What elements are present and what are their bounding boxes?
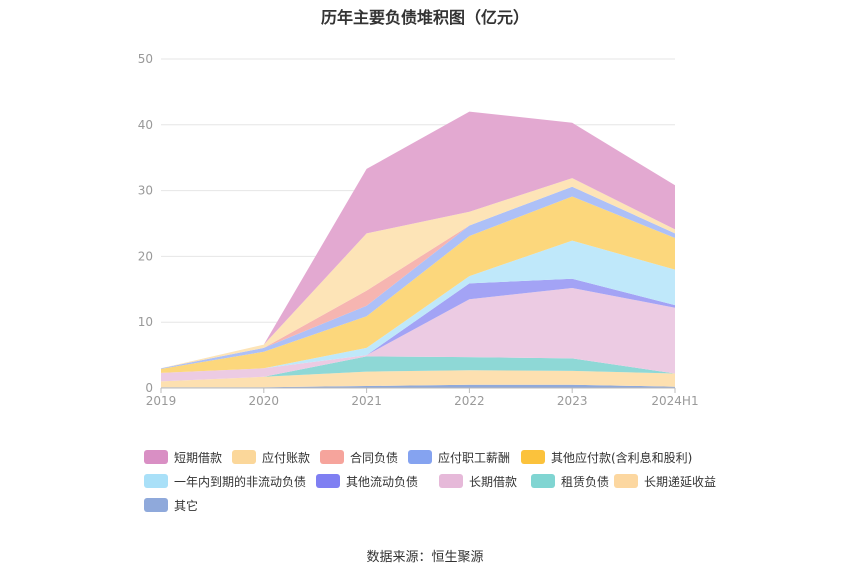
x-tick-label: 2021	[351, 394, 382, 408]
legend-swatch	[531, 474, 555, 488]
area-series-0	[161, 384, 675, 388]
legend-item[interactable]: 长期借款	[439, 473, 517, 489]
legend-label: 应付账款	[262, 450, 311, 465]
area-series-10	[161, 111, 675, 369]
x-tick-label: 2022	[454, 394, 485, 408]
area-series-1	[161, 370, 675, 388]
legend-label: 其他应付款(含利息和股利)	[551, 450, 693, 465]
legend-item[interactable]: 长期递延收益	[614, 473, 716, 489]
legend-item[interactable]: 应付账款	[232, 449, 310, 465]
legend-swatch	[144, 450, 168, 464]
area-series-5	[161, 240, 675, 373]
x-tick-label: 2019	[146, 394, 177, 408]
area-series-6	[161, 196, 675, 373]
legend-swatch	[408, 450, 432, 464]
stacked-area-chart: 0 10 20 30 40 50 2019 2020 2021 2022 2023 2024H1	[138, 52, 699, 408]
legend-label: 一年内到期的非流动负债	[174, 474, 307, 489]
y-tick-label: 10	[138, 315, 153, 329]
legend-item[interactable]: 短期借款	[144, 449, 222, 465]
area-series-2	[161, 356, 675, 382]
y-tick-label: 20	[138, 249, 153, 263]
area-series-9	[161, 178, 675, 369]
legend-item[interactable]: 应付职工薪酬	[408, 449, 510, 465]
legend-item[interactable]: 其他流动负债	[316, 473, 418, 489]
legend-label: 租赁负债	[561, 474, 610, 489]
legend-item[interactable]: 合同负债	[320, 449, 398, 465]
legend-swatch	[144, 474, 168, 488]
legend-swatch	[521, 450, 545, 464]
legend-swatch	[144, 498, 168, 512]
legend-item[interactable]: 其他应付款(含利息和股利)	[521, 449, 692, 465]
legend-item[interactable]: 其它	[144, 497, 198, 513]
legend-label: 长期递延收益	[644, 474, 717, 489]
area-series-4	[161, 278, 675, 373]
area-series-3	[161, 288, 675, 382]
legend-swatch	[439, 474, 463, 488]
data-source-note: 数据来源：恒生聚源	[366, 550, 484, 565]
legend-item[interactable]: 一年内到期的非流动负债	[144, 473, 306, 489]
x-tick-label: 2020	[249, 394, 280, 408]
legend-label: 合同负债	[350, 450, 399, 465]
legend-label: 其它	[174, 498, 199, 513]
legend-label: 应付职工薪酬	[438, 450, 511, 465]
legend-swatch	[614, 474, 638, 488]
legend-label: 短期借款	[174, 450, 223, 465]
y-tick-label: 0	[145, 381, 153, 395]
chart-title: 历年主要负债堆积图（亿元）	[320, 8, 529, 27]
x-tick-label: 2023	[557, 394, 588, 408]
y-tick-label: 50	[138, 52, 153, 66]
legend-item[interactable]: 租赁负债	[531, 473, 609, 489]
legend-label: 长期借款	[469, 474, 518, 489]
legend-swatch	[320, 450, 344, 464]
y-tick-label: 40	[138, 118, 153, 132]
legend-label: 其他流动负债	[346, 474, 419, 489]
x-tick-label: 2024H1	[651, 394, 698, 408]
y-tick-label: 30	[138, 184, 153, 198]
legend-swatch	[316, 474, 340, 488]
legend-swatch	[232, 450, 256, 464]
